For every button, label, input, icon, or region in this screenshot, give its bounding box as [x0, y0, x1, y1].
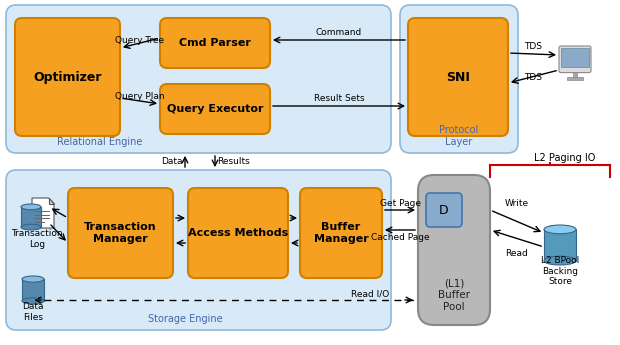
- FancyBboxPatch shape: [160, 18, 270, 68]
- FancyBboxPatch shape: [300, 188, 382, 278]
- Ellipse shape: [22, 298, 44, 304]
- Text: D: D: [439, 204, 449, 217]
- Text: Read: Read: [506, 248, 528, 257]
- Bar: [544, 229, 576, 260]
- Text: (L1)
Buffer
Pool: (L1) Buffer Pool: [438, 278, 470, 312]
- FancyBboxPatch shape: [15, 18, 120, 136]
- FancyBboxPatch shape: [68, 188, 173, 278]
- Text: Read I/O: Read I/O: [351, 289, 389, 298]
- Bar: [567, 77, 583, 80]
- Polygon shape: [48, 198, 54, 204]
- Text: Query Plan: Query Plan: [115, 91, 165, 100]
- Ellipse shape: [22, 276, 44, 282]
- Text: Storage Engine: Storage Engine: [148, 314, 223, 324]
- Text: Get Page: Get Page: [379, 198, 420, 207]
- FancyBboxPatch shape: [6, 170, 391, 330]
- Bar: [22, 279, 44, 301]
- Bar: [21, 207, 41, 227]
- Bar: [561, 48, 589, 67]
- FancyBboxPatch shape: [418, 175, 490, 325]
- Bar: [573, 72, 577, 77]
- FancyBboxPatch shape: [188, 188, 288, 278]
- Text: L2 Paging IO: L2 Paging IO: [534, 153, 596, 163]
- Ellipse shape: [544, 225, 576, 234]
- Text: Data
Files: Data Files: [22, 302, 44, 322]
- Text: SNI: SNI: [446, 70, 470, 83]
- FancyBboxPatch shape: [160, 84, 270, 134]
- Text: Write: Write: [505, 198, 529, 207]
- Text: Transaction
Log: Transaction Log: [11, 229, 63, 249]
- Text: Cmd Parser: Cmd Parser: [179, 38, 251, 48]
- Text: Buffer
Manager: Buffer Manager: [314, 222, 368, 244]
- Text: Transaction
Manager: Transaction Manager: [84, 222, 157, 244]
- FancyBboxPatch shape: [6, 5, 391, 153]
- Text: Access Methods: Access Methods: [188, 228, 288, 238]
- Ellipse shape: [544, 256, 576, 265]
- Text: Data: Data: [161, 157, 183, 166]
- FancyBboxPatch shape: [426, 193, 462, 227]
- Text: Optimizer: Optimizer: [33, 70, 102, 83]
- Ellipse shape: [21, 204, 41, 210]
- Text: Query Tree: Query Tree: [115, 36, 164, 45]
- Text: TDS: TDS: [525, 41, 542, 50]
- Ellipse shape: [21, 224, 41, 230]
- FancyBboxPatch shape: [559, 46, 591, 72]
- Text: Query Executor: Query Executor: [167, 104, 264, 114]
- FancyBboxPatch shape: [400, 5, 518, 153]
- Text: Result Sets: Result Sets: [314, 93, 365, 102]
- Text: L2 BPool
Backing
Store: L2 BPool Backing Store: [541, 256, 579, 286]
- Text: Protocol
Layer: Protocol Layer: [440, 125, 479, 147]
- Text: Command: Command: [316, 28, 362, 37]
- Polygon shape: [32, 198, 54, 228]
- Text: TDS: TDS: [525, 72, 542, 81]
- Text: Cached Page: Cached Page: [371, 233, 429, 241]
- FancyBboxPatch shape: [408, 18, 508, 136]
- Text: Results: Results: [217, 157, 250, 166]
- Text: Relational Engine: Relational Engine: [57, 137, 143, 147]
